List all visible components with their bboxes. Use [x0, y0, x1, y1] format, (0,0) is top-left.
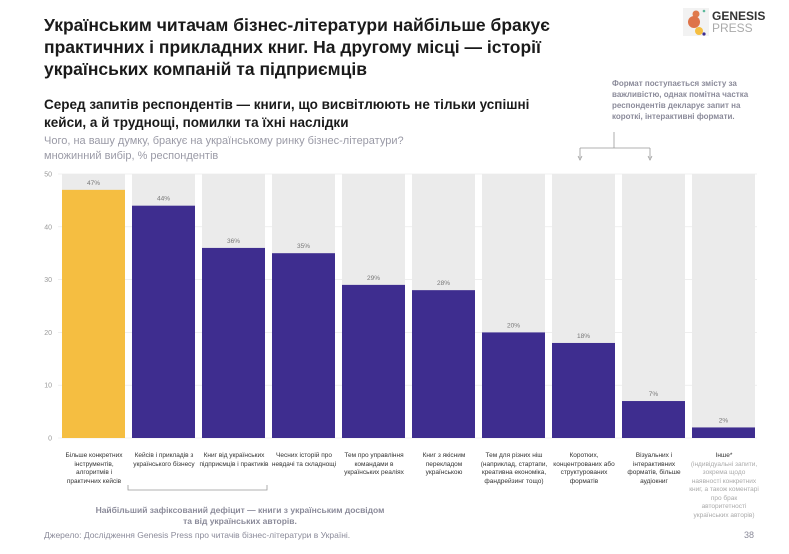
note-connector: [579, 132, 651, 158]
data-label: 18%: [577, 333, 590, 340]
data-label: 28%: [437, 280, 450, 287]
category-name: Книг від українських підприємців і практ…: [199, 452, 269, 468]
data-label: 29%: [367, 275, 380, 282]
category-name: Коротких, концентрованих або структурова…: [553, 452, 615, 485]
page-number: 38: [744, 530, 755, 540]
survey-question: Чого, на вашу думку, бракує на українськ…: [44, 135, 404, 162]
bar: [622, 401, 685, 438]
y-tick-label: 20: [44, 330, 52, 337]
category-name: Книг з якісним перекладом українською: [422, 452, 466, 476]
data-label: 35%: [297, 243, 310, 250]
bar: [202, 247, 265, 438]
page-title: Українським читачам бізнес-літератури на…: [44, 15, 550, 79]
bar: [342, 284, 405, 438]
category-name: Тем про управління командами в українськ…: [344, 452, 404, 476]
arrow-icon: [577, 155, 653, 161]
deficit-callout: Найбільший зафіксований дефіцит — книги …: [95, 505, 385, 526]
genesis-press-logo: [683, 8, 709, 36]
column-background: [692, 174, 755, 438]
bar: [132, 205, 195, 438]
x-tick-label: Тем для різних ніш (наприклад, стартапи,…: [479, 452, 549, 486]
y-tick-label: 10: [44, 383, 52, 390]
y-tick-label: 30: [44, 277, 52, 284]
callout-bracket: [127, 485, 268, 491]
x-tick-label: Коротких, концентрованих або структурова…: [549, 452, 619, 486]
data-label: 44%: [157, 196, 170, 203]
bar: [272, 253, 335, 438]
bar: [552, 342, 615, 438]
x-tick-label: Візуальних і інтерактивних форматів, біл…: [619, 452, 689, 486]
source-note: Джерело: Дослідження Genesis Press про ч…: [44, 530, 351, 540]
y-tick-label: 0: [48, 436, 52, 443]
data-label: 20%: [507, 322, 520, 329]
x-tick-label: Книг від українських підприємців і практ…: [199, 452, 269, 469]
data-label: 7%: [649, 391, 659, 398]
x-tick-label: Чесних історій про невдачі та складнощі: [269, 452, 339, 469]
category-name: Кейсів і прикладів з українського бізнес…: [133, 452, 195, 468]
y-tick-label: 40: [44, 224, 52, 231]
category-name: Чесних історій про невдачі та складнощі: [271, 452, 337, 468]
format-note: Формат поступається змісту за важливістю…: [612, 79, 749, 121]
data-label: 47%: [87, 180, 100, 187]
x-tick-label: Інше* (індивідуальні запити, зокрема щодо…: [689, 452, 759, 520]
logo-text: GENESIS PRESS: [712, 10, 765, 34]
bar: [412, 290, 475, 438]
x-tick-label: Кейсів і прикладів з українського бізнес…: [129, 452, 199, 469]
category-note: (індивідуальні запити, зокрема щодо наяв…: [689, 460, 759, 519]
bar: [62, 189, 125, 438]
y-tick-label: 50: [44, 172, 52, 179]
x-tick-label: Більше конкретних інструментів, алгоритм…: [59, 452, 129, 486]
category-name: Більше конкретних інструментів, алгоритм…: [65, 452, 123, 485]
data-label: 2%: [719, 417, 729, 424]
x-tick-label: Книг з якісним перекладом українською: [409, 452, 479, 478]
logo-line1: GENESIS: [712, 9, 766, 23]
data-label: 36%: [227, 238, 240, 245]
bar: [692, 427, 755, 438]
category-name: Інше*: [715, 452, 733, 459]
chart-subtitle: Серед запитів респондентів — книги, що в…: [44, 97, 530, 130]
category-name: Тем для різних ніш (наприклад, стартапи,…: [480, 452, 548, 485]
x-tick-label: Тем про управління командами в українськ…: [339, 452, 409, 478]
category-name: Візуальних і інтерактивних форматів, біл…: [627, 452, 681, 485]
logo-line2: PRESS: [712, 21, 753, 35]
bar: [482, 332, 545, 438]
column-background: [622, 174, 685, 438]
